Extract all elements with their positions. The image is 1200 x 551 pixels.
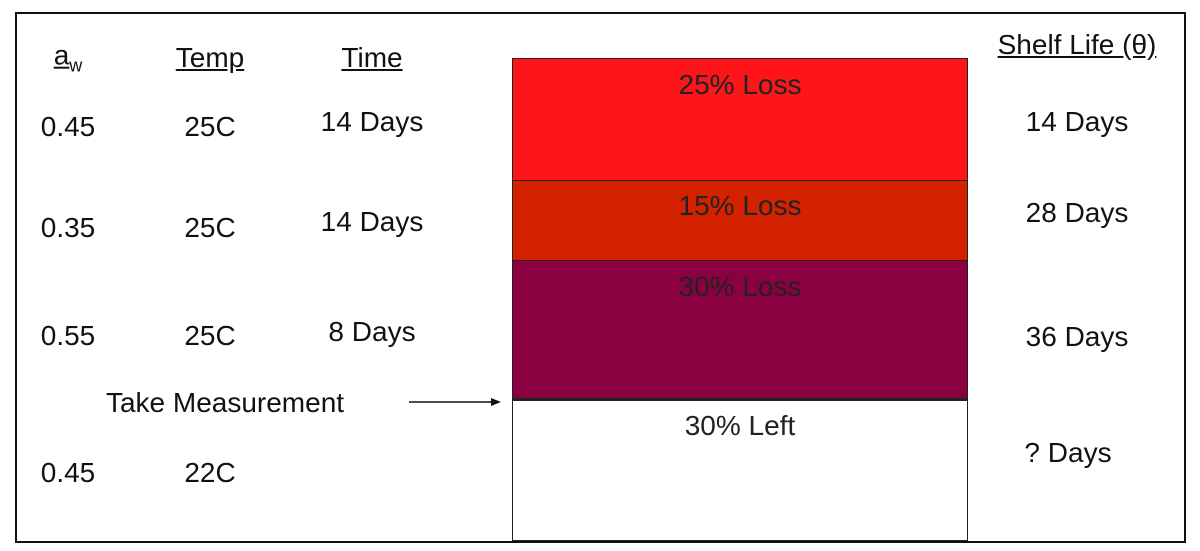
temp-value: 25C	[184, 320, 236, 351]
segment: 30% Left	[512, 400, 968, 541]
temp-value: 25C	[184, 212, 236, 243]
arrow	[409, 398, 501, 406]
header-shelf-life: Shelf Life (θ)	[997, 29, 1157, 60]
segment-label: 15% Loss	[678, 190, 802, 221]
shelf-life-value: 36 Days	[1025, 321, 1129, 352]
aw-value: 0.35	[40, 212, 96, 243]
segment: 15% Loss	[512, 180, 968, 261]
time-value: 14 Days	[320, 206, 424, 237]
segment-label: 30% Loss	[678, 271, 802, 302]
temp-value: 25C	[184, 111, 236, 142]
header-aw-sub: w	[69, 55, 83, 76]
shelf-life-value: 14 Days	[1025, 106, 1129, 137]
header-aw: aw	[54, 40, 83, 77]
aw-value: 0.55	[40, 320, 96, 351]
segment: 30% Loss	[512, 260, 968, 401]
time-value: 8 Days	[328, 316, 416, 347]
aw-value: 0.45	[40, 457, 96, 488]
shelf-life-value: ? Days	[1024, 437, 1112, 468]
temp-value: 22C	[184, 457, 236, 488]
segment-label: 25% Loss	[678, 69, 802, 100]
header-time: Time	[341, 42, 403, 73]
header-temp: Temp	[175, 42, 245, 73]
segment-label: 30% Left	[684, 410, 796, 441]
frame	[15, 12, 1186, 543]
shelf-life-value: 28 Days	[1025, 197, 1129, 228]
measurement-label: Take Measurement	[105, 387, 345, 418]
time-value: 14 Days	[320, 106, 424, 137]
header-aw-base: a	[53, 39, 70, 71]
segment: 25% Loss	[512, 58, 968, 181]
aw-value: 0.45	[40, 111, 96, 142]
